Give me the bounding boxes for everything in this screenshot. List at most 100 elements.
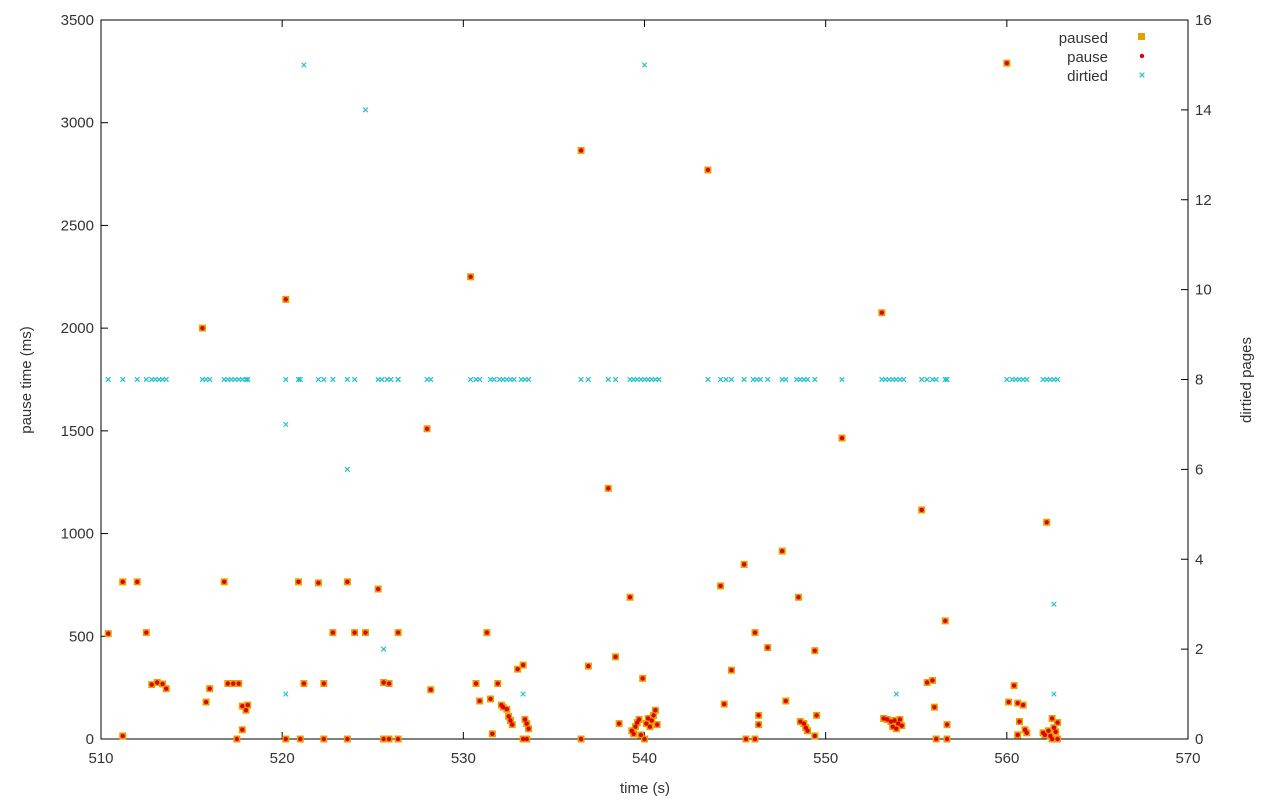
- pause-point: [225, 681, 231, 686]
- pause-point: [316, 580, 321, 586]
- dirtied-point: [900, 376, 907, 383]
- pause-point: [504, 707, 510, 712]
- pause-point: [944, 722, 950, 727]
- pause-point: [283, 736, 288, 742]
- pause-point: [930, 678, 935, 683]
- dirtied-point: [641, 62, 648, 68]
- pause-point: [240, 727, 245, 732]
- y-tick-label: 2500: [61, 217, 94, 234]
- pause-point: [231, 681, 236, 686]
- pause-point: [1017, 719, 1022, 724]
- pause-point: [888, 719, 894, 724]
- pause-point: [1049, 736, 1055, 742]
- pause-point: [245, 702, 250, 708]
- pause-point: [765, 645, 770, 650]
- pause-point: [924, 680, 930, 685]
- dirtied-point: [918, 376, 925, 383]
- pause-point: [801, 721, 807, 726]
- pause-point: [649, 718, 654, 723]
- x-tick-label: 550: [813, 750, 838, 767]
- pause-point: [897, 717, 903, 722]
- dirtied-point: [243, 376, 249, 383]
- dirtied-point: [757, 376, 764, 383]
- pause-point: [298, 736, 303, 742]
- dirtied-point-stroke: [520, 691, 526, 697]
- dirtied-point-stroke: [427, 376, 434, 383]
- dirtied-point: [944, 376, 950, 383]
- dirtied-point-stroke: [578, 376, 584, 383]
- pause-point: [814, 713, 819, 718]
- pause-point: [345, 736, 350, 742]
- y2-tick-label: 0: [1195, 731, 1203, 748]
- y2-axis-label: dirtied pages: [1238, 337, 1255, 423]
- pause-point: [149, 682, 154, 687]
- dirtied-point: [1024, 376, 1030, 383]
- dirtied-point-stroke: [120, 376, 126, 383]
- dirtied-point: [1051, 601, 1057, 607]
- pause-point: [741, 562, 747, 567]
- pause-point: [1004, 60, 1010, 66]
- pause-point: [636, 717, 642, 722]
- dirtied-point: [585, 376, 592, 383]
- dirtied-point: [1004, 376, 1010, 383]
- dirtied-point: [942, 376, 948, 383]
- dirtied-point-stroke: [245, 376, 251, 383]
- dirtied-point: [893, 691, 900, 697]
- y2-tick-label: 4: [1195, 551, 1203, 568]
- x-axis-label: time (s): [620, 780, 670, 797]
- pause-point: [381, 680, 386, 685]
- pause-point: [722, 701, 727, 707]
- pause-point: [944, 736, 950, 742]
- pause-point: [1046, 728, 1051, 733]
- dirtied-point: [804, 376, 811, 383]
- dirtied-point-stroke: [295, 376, 302, 383]
- dirtied-point-stroke: [243, 376, 249, 383]
- pause-point: [1044, 520, 1049, 525]
- pause-point: [932, 704, 937, 710]
- pause-point: [160, 681, 165, 687]
- pause-point: [899, 723, 904, 728]
- pause-point: [120, 579, 125, 585]
- pause-point: [386, 681, 392, 686]
- y-axis-label: pause time (ms): [18, 326, 35, 434]
- pause-point: [783, 698, 789, 704]
- pause-point: [895, 721, 901, 726]
- dirtied-point: [612, 376, 619, 383]
- dirtied-point-stroke: [757, 376, 764, 383]
- pause-point: [1055, 720, 1060, 725]
- x-tick-label: 520: [270, 750, 295, 767]
- pause-point: [200, 325, 205, 331]
- dirtied-point-stroke: [942, 376, 948, 383]
- pause-point: [506, 714, 511, 719]
- pause-point: [520, 662, 526, 668]
- pause-point: [236, 681, 241, 686]
- dirtied-point: [134, 376, 140, 383]
- dirtied-point-stroke: [1004, 376, 1010, 383]
- pause-point: [424, 426, 430, 432]
- pause-point: [1011, 683, 1017, 688]
- pause-point: [243, 708, 249, 713]
- pause-point: [510, 722, 515, 727]
- pause-point: [638, 732, 644, 738]
- pause-point: [752, 630, 758, 635]
- pause-point: [647, 724, 653, 729]
- dirtied-point: [717, 376, 724, 383]
- dirtied-point: [163, 376, 169, 383]
- pause-point: [120, 733, 125, 739]
- pause-point: [752, 736, 758, 742]
- pause-point: [642, 736, 647, 742]
- legend-x-stroke: [1139, 72, 1145, 78]
- dirtied-point: [783, 376, 789, 383]
- legend-label-paused: paused: [1059, 30, 1108, 47]
- dirtied-point: [656, 376, 662, 383]
- dirtied-point: [283, 691, 289, 697]
- dirtied-point: [924, 376, 930, 383]
- x-tick-label: 540: [632, 750, 657, 767]
- pause-point: [1051, 725, 1057, 730]
- x-tick-label: 560: [994, 750, 1019, 767]
- dirtied-point-stroke: [812, 376, 818, 383]
- y2-tick-label: 6: [1195, 461, 1203, 478]
- dirtied-point-stroke: [717, 376, 724, 383]
- dirtied-point-stroke: [764, 376, 771, 383]
- dirtied-point: [605, 376, 611, 383]
